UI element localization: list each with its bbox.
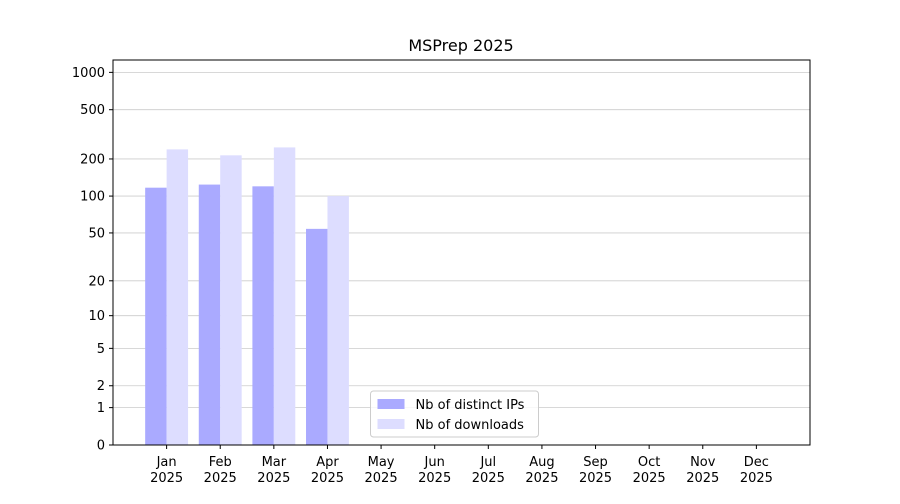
- x-tick-label-line: 2025: [472, 471, 505, 486]
- x-tick-label-line: Oct: [638, 455, 660, 470]
- legend-label: Nb of distinct IPs: [416, 398, 525, 413]
- x-tick-label: Feb 2025: [204, 455, 237, 486]
- x-tick-label: Apr 2025: [311, 455, 344, 486]
- legend-swatch: [377, 399, 405, 409]
- x-tick-label: Jul 2025: [472, 455, 505, 486]
- legend-swatch: [377, 419, 405, 429]
- x-tick-label: Oct 2025: [633, 455, 666, 486]
- chart-title: MSPrep 2025: [408, 36, 513, 55]
- bar: [166, 149, 189, 445]
- x-tick-label-line: Dec: [744, 455, 769, 470]
- bar: [327, 196, 349, 445]
- y-tick-label: 5: [97, 342, 105, 357]
- x-tick-label-line: 2025: [740, 471, 773, 486]
- x-tick-label: Jan 2025: [150, 455, 183, 486]
- x-tick-label-line: May: [368, 455, 395, 470]
- x-tick-label-line: Sep: [583, 455, 608, 470]
- x-tick-label-line: Jan: [156, 455, 177, 470]
- y-tick-label: 20: [88, 274, 105, 289]
- bar: [145, 187, 167, 446]
- x-tick-label-line: 2025: [204, 471, 237, 486]
- bar: [252, 186, 274, 445]
- x-tick-label: Dec 2025: [740, 455, 773, 486]
- bar: [220, 155, 242, 445]
- x-tick-label-line: Apr: [316, 455, 339, 470]
- y-tick-label: 1000: [72, 66, 105, 81]
- bar: [273, 147, 296, 445]
- x-tick-label-line: Nov: [690, 455, 716, 470]
- y-tick-label: 200: [80, 152, 105, 167]
- x-tick-label-line: 2025: [579, 471, 612, 486]
- x-tick-label-line: Jul: [479, 455, 496, 470]
- x-tick-label-line: Aug: [529, 455, 554, 470]
- x-tick-label: Jun 2025: [418, 455, 451, 486]
- x-tick-label-line: Jun: [424, 455, 445, 470]
- x-tick-label-line: Mar: [262, 455, 287, 470]
- x-tick-label: Mar 2025: [257, 455, 290, 486]
- y-tick-label: 2: [97, 379, 105, 394]
- x-tick-label-line: 2025: [365, 471, 398, 486]
- y-tick-label: 0: [97, 439, 105, 454]
- x-tick-label-line: Feb: [209, 455, 232, 470]
- x-tick-label-line: 2025: [633, 471, 666, 486]
- x-tick-label: Sep 2025: [579, 455, 612, 486]
- y-tick-label: 1: [97, 401, 105, 416]
- y-tick-label: 10: [88, 309, 105, 324]
- y-tick-label: 50: [88, 226, 105, 241]
- x-tick-label: Aug 2025: [525, 455, 558, 486]
- x-tick-label: Nov 2025: [686, 455, 719, 486]
- bar: [306, 228, 328, 445]
- y-tick-label: 500: [80, 103, 105, 118]
- x-tick-label-line: 2025: [525, 471, 558, 486]
- y-tick-label: 100: [80, 190, 105, 205]
- legend-box: [370, 390, 539, 438]
- plot-frame: [112, 59, 811, 446]
- bar: [198, 184, 221, 445]
- x-tick-label-line: 2025: [418, 471, 451, 486]
- x-tick-label-line: 2025: [311, 471, 344, 486]
- x-tick-label-line: 2025: [150, 471, 183, 486]
- legend-label: Nb of downloads: [416, 418, 525, 433]
- x-tick-label-line: 2025: [686, 471, 719, 486]
- x-tick-label: May 2025: [365, 455, 398, 486]
- x-tick-label-line: 2025: [257, 471, 290, 486]
